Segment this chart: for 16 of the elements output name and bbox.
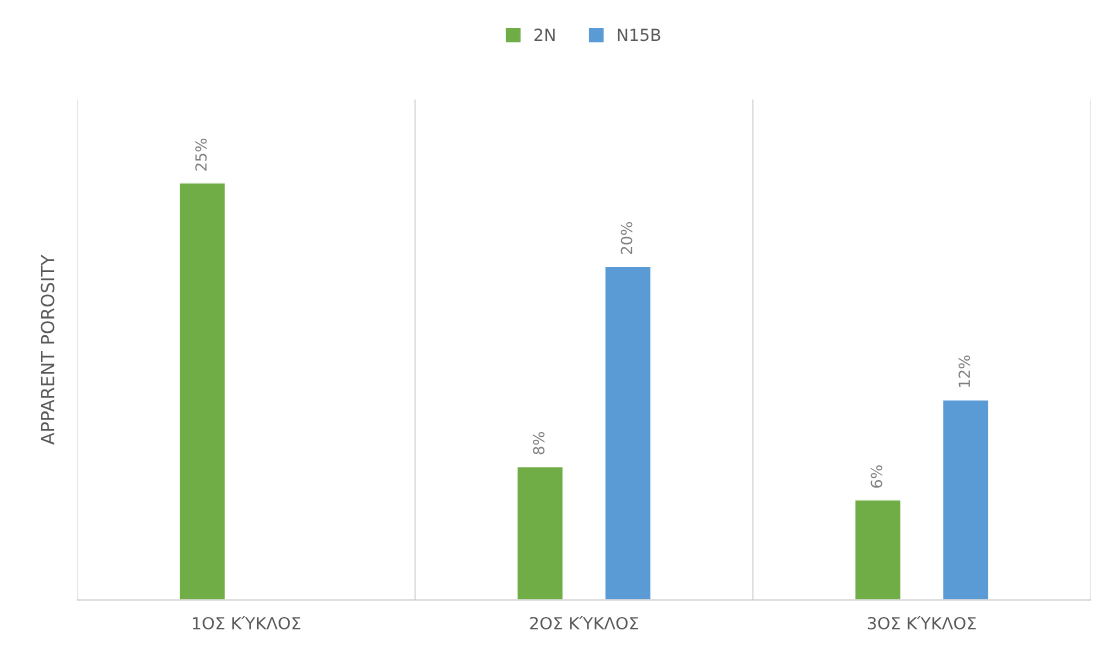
bar xyxy=(516,465,564,600)
legend-label: 2N xyxy=(534,28,555,41)
data-label: 6% xyxy=(870,465,883,488)
legend-label: N15B xyxy=(617,28,661,42)
data-label: 20% xyxy=(620,222,633,255)
data-label: 12% xyxy=(958,355,971,387)
x-tick-label: 1ΟΣ ΚΎΚΛΟΣ xyxy=(192,615,301,630)
bar xyxy=(604,265,652,600)
bar xyxy=(941,399,990,600)
data-label: 25% xyxy=(195,138,207,171)
bar xyxy=(854,499,902,600)
y-axis-title: APPARENT POROSITY xyxy=(40,254,55,445)
data-label: 8% xyxy=(532,431,545,455)
bar xyxy=(178,182,227,600)
x-tick-label: 3ΟΣ ΚΎΚΛΟΣ xyxy=(867,615,976,630)
x-tick-label: 2ΟΣ ΚΎΚΛΟΣ xyxy=(530,615,639,630)
